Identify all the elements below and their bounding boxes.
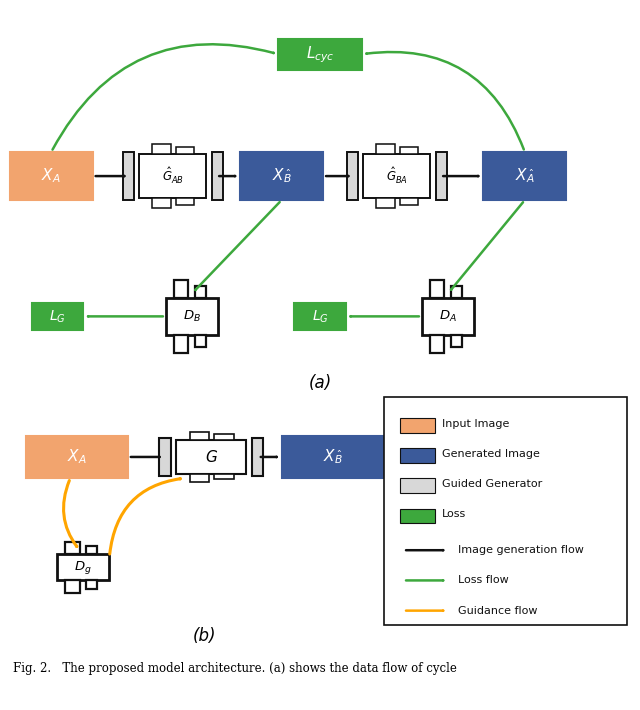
Text: $L_G$: $L_G$ — [312, 308, 328, 324]
Text: $X_{\hat{A}}$: $X_{\hat{A}}$ — [515, 167, 534, 185]
Bar — [214, 435, 234, 440]
Bar — [364, 154, 430, 198]
Text: $L_{cyc}$: $L_{cyc}$ — [306, 44, 334, 65]
Bar — [278, 38, 362, 70]
Text: $\hat{G}_{BA}$: $\hat{G}_{BA}$ — [386, 166, 408, 186]
Bar — [57, 554, 109, 581]
Bar — [400, 448, 435, 463]
Bar — [86, 581, 97, 589]
Bar — [173, 280, 188, 298]
Bar — [166, 298, 218, 335]
Bar — [189, 432, 209, 440]
Bar — [429, 280, 444, 298]
Text: $G$: $G$ — [205, 449, 218, 465]
Bar — [483, 152, 566, 200]
Bar — [175, 198, 195, 205]
Bar — [282, 436, 384, 478]
Bar — [65, 581, 79, 593]
Bar — [384, 396, 627, 625]
Text: (b): (b) — [193, 627, 216, 645]
Bar — [422, 298, 474, 335]
Text: $X_{\hat{B}}$: $X_{\hat{B}}$ — [323, 447, 342, 466]
Bar — [10, 152, 93, 200]
Bar — [400, 479, 435, 493]
Text: $L_G$: $L_G$ — [49, 308, 66, 324]
Text: $X_A$: $X_A$ — [67, 447, 86, 466]
Bar — [435, 152, 447, 200]
Bar — [451, 286, 462, 298]
Bar — [211, 152, 223, 200]
Text: Fig. 2.   The proposed model architecture. (a) shows the data flow of cycle: Fig. 2. The proposed model architecture.… — [13, 662, 457, 675]
Text: Input Image: Input Image — [442, 419, 509, 429]
Text: Loss: Loss — [442, 510, 466, 520]
Bar — [294, 302, 346, 330]
Text: $D_B$: $D_B$ — [183, 309, 201, 324]
Text: $X_{\hat{B}}$: $X_{\hat{B}}$ — [272, 167, 291, 185]
Bar — [376, 144, 395, 154]
Bar — [451, 335, 462, 346]
Bar — [400, 418, 435, 432]
Bar — [65, 542, 79, 554]
Bar — [173, 335, 188, 353]
Bar — [175, 147, 195, 154]
Text: Image generation flow: Image generation flow — [458, 545, 584, 555]
Text: $D_A$: $D_A$ — [439, 309, 457, 324]
Text: Loss flow: Loss flow — [458, 575, 508, 586]
Text: $D_g$: $D_g$ — [74, 559, 92, 576]
Bar — [400, 508, 435, 523]
Text: $X_A$: $X_A$ — [42, 167, 61, 185]
Bar — [252, 438, 263, 476]
Text: (a): (a) — [308, 374, 332, 392]
Bar — [214, 474, 234, 479]
Bar — [140, 154, 206, 198]
Text: Generated Image: Generated Image — [442, 449, 540, 459]
Text: Guidance flow: Guidance flow — [458, 606, 537, 616]
Bar — [189, 474, 209, 481]
Bar — [176, 440, 246, 474]
Text: Guided Generator: Guided Generator — [442, 479, 542, 489]
Bar — [123, 152, 134, 200]
Bar — [86, 546, 97, 554]
Bar — [32, 302, 83, 330]
Bar — [240, 152, 323, 200]
Bar — [376, 198, 395, 208]
Bar — [195, 335, 206, 346]
Bar — [429, 335, 444, 353]
Bar — [347, 152, 358, 200]
Bar — [26, 436, 128, 478]
Bar — [399, 198, 419, 205]
Bar — [152, 144, 171, 154]
Bar — [195, 286, 206, 298]
Text: $\hat{G}_{AB}$: $\hat{G}_{AB}$ — [162, 166, 184, 186]
Bar — [159, 438, 171, 476]
Bar — [399, 147, 419, 154]
Bar — [152, 198, 171, 208]
